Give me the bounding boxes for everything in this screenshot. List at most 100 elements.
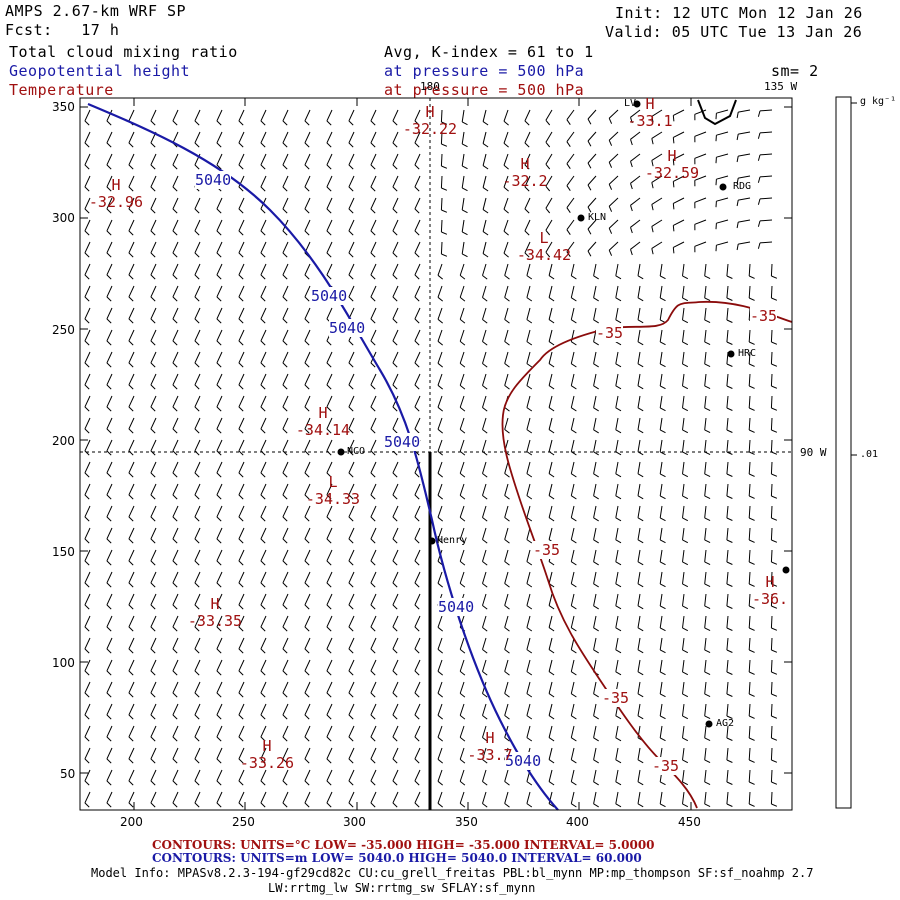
wind-barb	[414, 351, 421, 364]
wind-barb-feather	[260, 648, 266, 654]
wind-barb	[461, 175, 465, 188]
wind-barb	[128, 549, 135, 562]
wind-barb	[704, 659, 707, 672]
wind-barb	[216, 637, 223, 650]
wind-barb	[704, 351, 707, 364]
wind-barb-feather	[238, 714, 244, 720]
wind-barb-feather	[84, 362, 90, 368]
wind-barb-feather	[216, 626, 222, 632]
wind-barb-feather	[526, 341, 533, 346]
wind-barb	[615, 659, 619, 672]
wind-barb-feather	[128, 582, 134, 588]
wind-barb-feather	[630, 183, 633, 190]
wind-barb-feather	[370, 428, 376, 434]
wind-barb	[84, 307, 91, 320]
wind-barb-feather	[304, 626, 310, 632]
wind-barb	[748, 483, 751, 497]
wind-barb	[482, 637, 487, 650]
wind-barb	[194, 637, 201, 650]
wind-barb	[216, 703, 223, 716]
wind-barb-feather	[726, 561, 733, 565]
wind-barb	[437, 263, 443, 276]
wind-barb	[216, 549, 223, 562]
wind-barb-feather	[150, 780, 156, 786]
wind-barb	[84, 439, 91, 452]
wind-barb-feather	[615, 517, 622, 522]
wind-barb-feather	[437, 450, 444, 456]
wind-barb	[106, 637, 113, 650]
wind-barb-feather	[504, 605, 510, 610]
wind-barb-feather	[392, 692, 398, 698]
wind-barb-feather	[392, 318, 398, 324]
wind-barb-feather	[704, 781, 711, 786]
wind-barb	[482, 615, 487, 628]
temp-label: -35	[596, 324, 624, 342]
wind-barb-feather	[771, 759, 778, 763]
wind-barb	[348, 527, 355, 540]
wind-barb	[716, 109, 729, 114]
wind-barb-feather	[216, 208, 222, 214]
wind-barb-feather	[593, 693, 599, 698]
wind-barb-feather	[526, 319, 533, 324]
wind-barb-feather	[637, 275, 644, 280]
wind-barb	[238, 659, 245, 672]
wind-barb-feather	[637, 517, 644, 522]
wind-barb-feather	[726, 341, 733, 345]
wind-barb-feather	[348, 736, 354, 742]
wind-barb-feather	[216, 428, 222, 434]
meridian-135w-label: 135 W	[764, 80, 798, 93]
wind-barb-feather	[348, 164, 354, 170]
wind-barb	[172, 527, 179, 540]
wind-barb-feather	[348, 450, 354, 456]
wind-barb	[414, 373, 421, 386]
high-marker: H -34.14	[290, 405, 356, 439]
wind-barb	[770, 725, 773, 739]
wind-barb-feather	[526, 517, 533, 522]
wind-barb-feather	[348, 626, 354, 632]
wind-barb	[738, 219, 751, 223]
wind-barb	[526, 703, 531, 716]
wind-barb-feather	[348, 186, 354, 192]
wind-barb	[84, 571, 91, 584]
wind-barb	[548, 373, 553, 386]
wind-barb-feather	[437, 582, 444, 588]
wind-barb	[482, 263, 487, 276]
wind-barb-feather	[748, 781, 755, 785]
hl-type: H	[667, 147, 677, 165]
wind-barb	[615, 505, 619, 518]
wind-barb	[348, 747, 355, 760]
hl-value: -33.1	[627, 112, 673, 130]
wind-barb-feather	[414, 252, 420, 258]
wind-barb-feather	[548, 803, 555, 808]
wind-barb	[260, 615, 267, 628]
wind-barb-feather	[238, 538, 244, 544]
wind-barb-feather	[659, 737, 666, 742]
wind-barb	[759, 175, 773, 178]
wind-barb-feather	[461, 209, 468, 214]
wind-barb	[238, 153, 245, 166]
wind-barb-feather	[637, 297, 644, 302]
wind-barb	[615, 637, 619, 650]
wind-barb	[216, 373, 223, 386]
wind-barb-feather	[172, 494, 178, 500]
wind-barb-feather	[682, 627, 689, 632]
wind-barb	[437, 615, 443, 628]
wind-barb	[326, 483, 333, 496]
wind-barb-feather	[106, 428, 112, 434]
wind-barb	[704, 417, 707, 430]
wind-barb-feather	[194, 384, 200, 390]
wind-barb	[459, 373, 465, 386]
wind-barb	[216, 505, 223, 518]
wind-barb	[106, 769, 113, 782]
wind-barb-feather	[414, 780, 420, 786]
wind-barb	[593, 483, 597, 496]
wind-barb-feather	[615, 385, 622, 390]
wind-barb	[593, 417, 597, 430]
wind-barb-feather	[771, 539, 778, 543]
wind-barb	[326, 131, 333, 144]
wind-barb-feather	[282, 670, 288, 676]
wind-barb-feather	[414, 142, 420, 148]
wind-barb	[637, 373, 641, 386]
wind-barb-feather	[370, 780, 376, 786]
wind-barb	[260, 483, 267, 496]
